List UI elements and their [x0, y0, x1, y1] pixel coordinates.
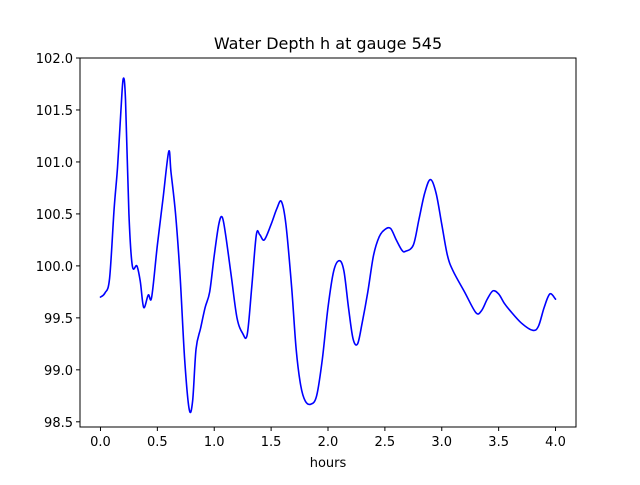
x-tick-label: 1.5	[261, 435, 282, 450]
chart-title: Water Depth h at gauge 545	[214, 34, 442, 53]
x-tick-label: 3.0	[431, 435, 452, 450]
y-tick-label: 100.5	[36, 208, 73, 223]
x-tick-label: 4.0	[545, 435, 566, 450]
y-tick-label: 98.5	[44, 416, 73, 431]
y-tick-label: 101.0	[36, 156, 73, 171]
y-tick-label: 99.5	[44, 312, 73, 327]
axes-frame	[79, 57, 577, 428]
x-tick-label: 2.0	[318, 435, 339, 450]
x-tick-label: 3.5	[488, 435, 509, 450]
y-tick-label: 99.0	[44, 364, 73, 379]
series-line-0	[99, 77, 557, 414]
x-tick-label: 0.0	[90, 435, 111, 450]
plot-layer	[99, 77, 557, 414]
x-tick-label: 1.0	[204, 435, 225, 450]
y-tick-label: 100.0	[36, 260, 73, 275]
ticks-layer: 0.0 0.5 1.0 1.5 2.0 2.5 3.0 3.5 4.0 98.5 99.0 99.5 1…	[36, 52, 566, 450]
x-axis-label: hours	[310, 456, 347, 471]
y-tick-label: 102.0	[36, 52, 73, 67]
x-tick-label: 0.5	[147, 435, 168, 450]
x-tick-label: 2.5	[375, 435, 396, 450]
y-tick-label: 101.5	[36, 104, 73, 119]
